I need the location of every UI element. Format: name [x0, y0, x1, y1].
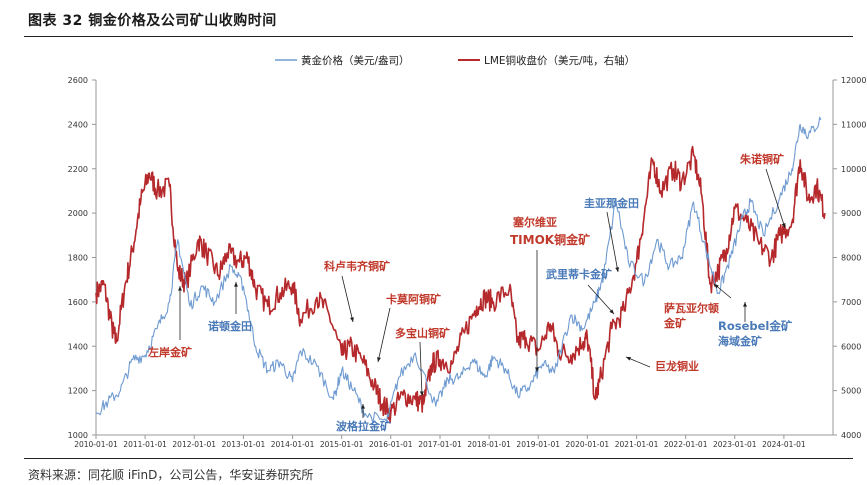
annotation-arrowhead — [350, 317, 354, 322]
annotation-label: 巨龙铜业 — [655, 359, 699, 373]
x-tick-label: 2014-01-01 — [271, 440, 315, 449]
annotation-label: 左岸金矿 — [147, 345, 192, 359]
x-tick-label: 2020-01-01 — [566, 440, 610, 449]
y-right-tick-label: 9000 — [841, 209, 861, 218]
y-left-tick-label: 2600 — [68, 76, 88, 85]
y-right-tick-label: 11000 — [841, 120, 866, 129]
annotation-arrow — [419, 341, 423, 397]
y-left-tick-label: 1400 — [68, 342, 88, 351]
x-tick-label: 2021-01-01 — [615, 440, 659, 449]
annotation-arrowhead — [714, 284, 719, 289]
annotation-arrowhead — [535, 367, 539, 372]
annotation-arrowhead — [615, 267, 620, 272]
y-right-tick-label: 7000 — [841, 298, 861, 307]
figure-title: 图表 32 铜金价格及公司矿山收购时间 — [28, 13, 277, 29]
x-tick-label: 2017-01-01 — [418, 440, 462, 449]
annotation-arrow — [341, 275, 354, 323]
annotation-arrowhead — [609, 309, 614, 314]
annotation-arrowhead — [178, 286, 182, 291]
annotation-label: 海域金矿 — [718, 334, 762, 348]
annotation-arrow — [606, 211, 619, 273]
top-rule — [24, 36, 853, 37]
annotation-arrow — [377, 307, 391, 363]
annotation-label: 塞尔维亚 — [512, 215, 557, 229]
x-tick-label: 2010-01-01 — [74, 440, 118, 449]
annotation-arrowhead — [743, 302, 747, 307]
annotation-label: 波格拉金矿 — [336, 419, 391, 433]
x-tick-label: 2013-01-01 — [222, 440, 266, 449]
annotation-arrowhead — [377, 357, 381, 362]
y-right-tick-label: 6000 — [841, 342, 861, 351]
annotation-arrowhead — [361, 404, 365, 409]
annotation-label: 科卢韦齐铜矿 — [324, 259, 390, 273]
legend-label-copper: LME铜收盘价（美元/吨，右轴） — [484, 54, 635, 67]
annotation-arrow — [587, 284, 615, 315]
x-tick-label: 2022-01-01 — [664, 440, 708, 449]
series-line-gold — [95, 116, 822, 424]
source-note: 资料来源：同花顺 iFinD，公司公告，华安证券研究所 — [28, 468, 314, 482]
y-left-tick-label: 2400 — [68, 120, 88, 129]
y-left-tick-label: 1800 — [68, 254, 88, 263]
annotation-label: 金矿 — [663, 316, 686, 330]
annotation-arrowhead — [234, 282, 238, 287]
x-tick-label: 2012-01-01 — [172, 440, 216, 449]
annotation-label: TIMOK铜金矿 — [510, 232, 590, 247]
y-left-tick-label: 1200 — [68, 387, 88, 396]
y-left-tick-label: 1600 — [68, 298, 88, 307]
x-tick-label: 2018-01-01 — [467, 440, 511, 449]
annotation-label: 诺顿金田 — [208, 319, 252, 333]
x-tick-label: 2015-01-01 — [320, 440, 364, 449]
annotation-arrowhead — [781, 223, 786, 228]
annotation-label: 朱诺铜矿 — [739, 152, 784, 166]
annotation-label: 圭亚那金田 — [584, 196, 639, 210]
y-right-tick-label: 8000 — [841, 254, 861, 263]
bottom-rule — [24, 458, 853, 459]
annotation-label: 多宝山铜矿 — [395, 326, 450, 340]
y-left-tick-label: 1000 — [68, 431, 88, 440]
y-right-tick-label: 4000 — [841, 431, 861, 440]
y-right-tick-label: 12000 — [841, 76, 866, 85]
annotation-label: 武里蒂卡金矿 — [546, 267, 612, 281]
series-line-copper — [95, 145, 826, 424]
x-tick-label: 2011-01-01 — [123, 440, 167, 449]
x-tick-label: 2016-01-01 — [369, 440, 413, 449]
annotation-arrowhead — [419, 391, 424, 396]
annotation-arrowhead — [626, 356, 631, 361]
legend-label-gold: 黄金价格（美元/盎司） — [301, 54, 410, 67]
y-left-tick-label: 2200 — [68, 165, 88, 174]
annotation-label: 萨瓦亚尔顿 — [664, 301, 719, 315]
y-right-tick-label: 5000 — [841, 387, 861, 396]
x-tick-label: 2024-01-01 — [762, 440, 806, 449]
x-tick-label: 2019-01-01 — [516, 440, 560, 449]
y-left-tick-label: 2000 — [68, 209, 88, 218]
x-tick-label: 2023-01-01 — [713, 440, 757, 449]
y-right-tick-label: 10000 — [841, 165, 866, 174]
annotation-arrow — [765, 168, 786, 229]
annotation-label: Rosebel金矿 — [718, 319, 793, 333]
annotation-label: 卡莫阿铜矿 — [386, 292, 441, 306]
